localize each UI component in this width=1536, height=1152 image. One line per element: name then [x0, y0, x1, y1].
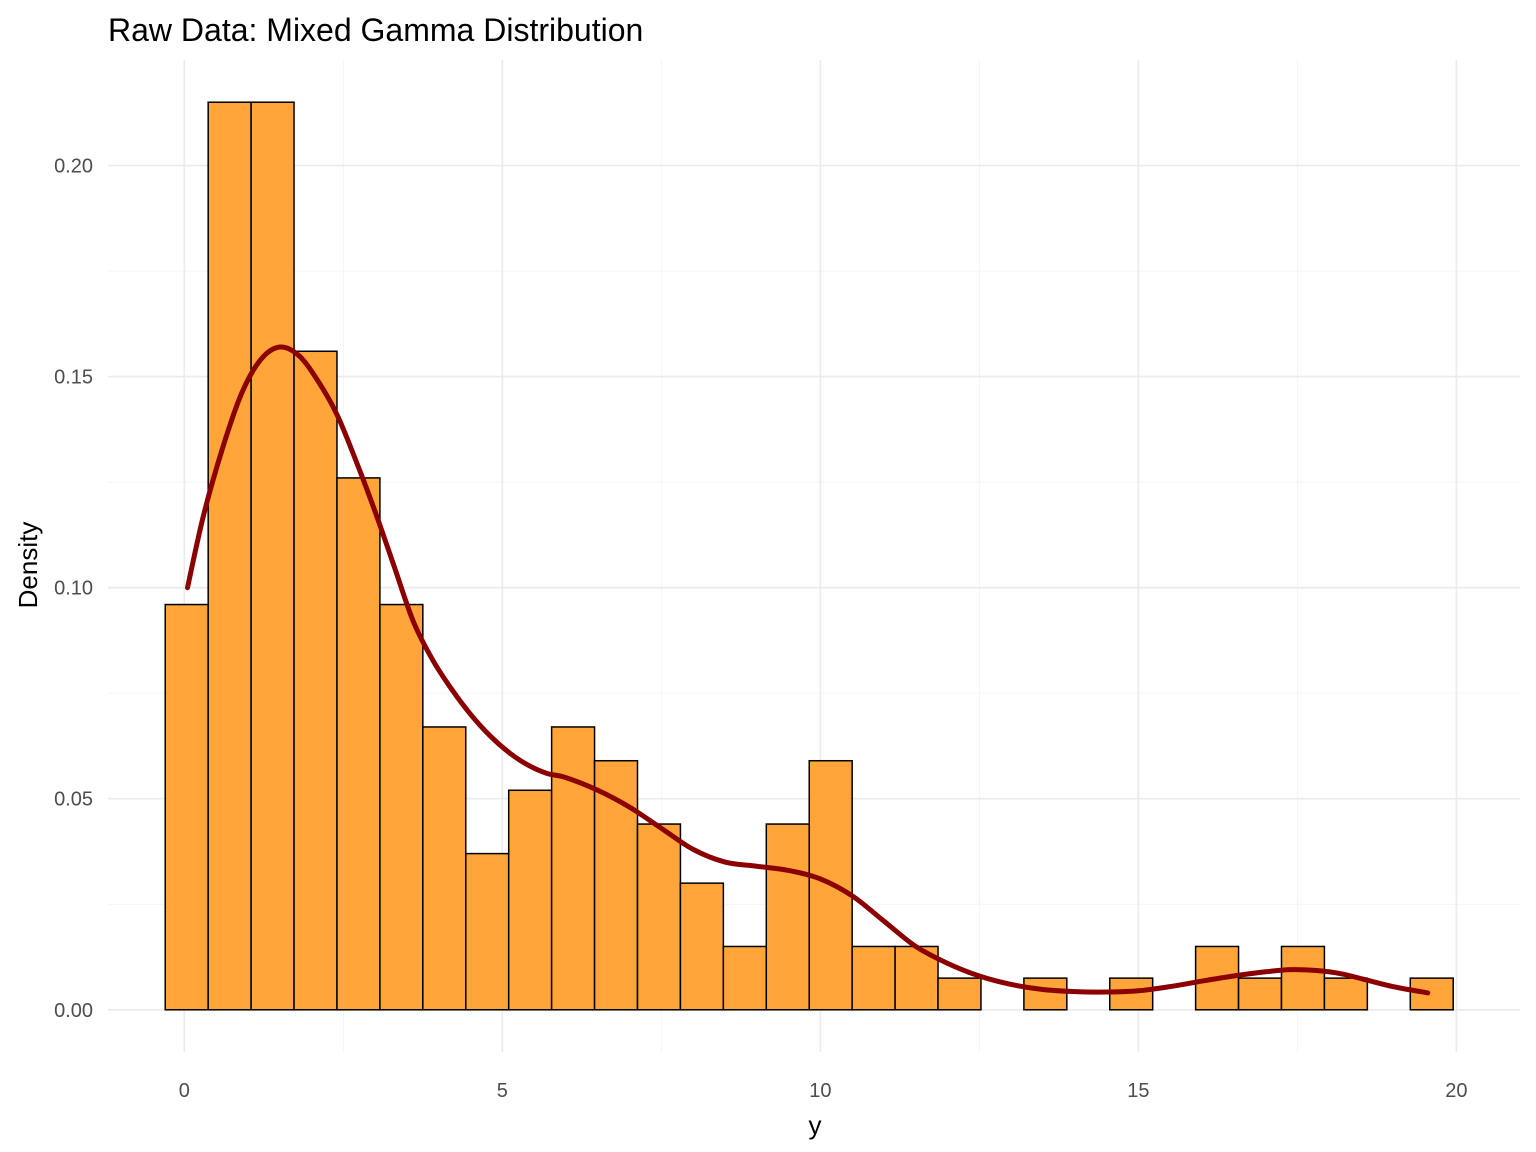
histogram-bar	[379, 603, 424, 1011]
y-tick-label: 0.00	[54, 1000, 93, 1022]
y-axis-tick-labels: 0.00 0.05 0.10 0.15 0.20	[54, 156, 93, 1022]
histogram-bar	[336, 477, 381, 1011]
y-tick-label: 0.15	[54, 367, 93, 389]
histogram-bar	[422, 726, 467, 1011]
x-tick-label: 15	[1127, 1080, 1149, 1102]
histogram-bar	[636, 823, 682, 1011]
y-axis-title: Density	[13, 522, 43, 609]
histogram-bar	[207, 101, 252, 1011]
histogram-bar	[250, 101, 295, 1011]
histogram-bar	[507, 789, 553, 1011]
density-curve-layer	[185, 344, 1431, 996]
histogram-bar	[1109, 977, 1154, 1011]
x-tick-label: 5	[497, 1080, 508, 1102]
x-tick-label: 0	[179, 1080, 190, 1102]
histogram-bar	[679, 882, 725, 1011]
histogram-bar	[765, 823, 810, 1011]
x-tick-label: 20	[1445, 1080, 1467, 1102]
histogram-bar	[1409, 977, 1454, 1011]
histogram-bar	[1280, 945, 1326, 1011]
x-axis-title: y	[809, 1110, 822, 1140]
histogram-bars	[164, 101, 1454, 1011]
y-tick-label: 0.10	[54, 578, 93, 600]
histogram-bar	[293, 350, 338, 1011]
histogram-bar	[1023, 977, 1068, 1011]
y-tick-label: 0.05	[54, 789, 93, 811]
histogram-bar	[465, 852, 510, 1011]
x-tick-label: 10	[809, 1080, 831, 1102]
histogram-bar	[722, 945, 768, 1011]
histogram-bar	[550, 726, 596, 1011]
histogram-bar	[937, 977, 982, 1011]
histogram-bar	[1323, 977, 1369, 1011]
x-axis-tick-labels: 0 5 10 15 20	[179, 1080, 1468, 1102]
density-curve	[185, 344, 1431, 996]
chart-title: Raw Data: Mixed Gamma Distribution	[108, 12, 643, 48]
histogram-bar	[1237, 977, 1283, 1011]
y-tick-label: 0.20	[54, 156, 93, 178]
histogram-bar	[164, 603, 209, 1011]
histogram-bar	[851, 945, 896, 1011]
